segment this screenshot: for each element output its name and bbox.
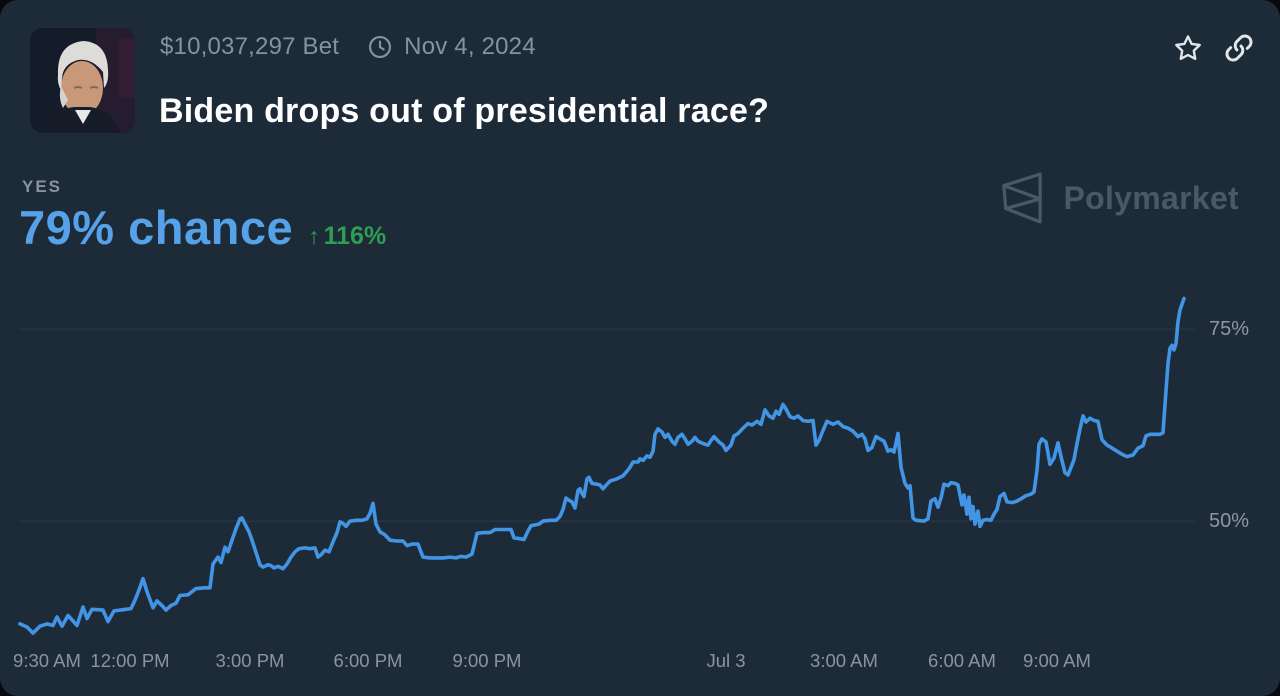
biden-portrait-image: [30, 28, 135, 133]
chart-gridlines: [20, 328, 1195, 522]
link-icon: [1225, 34, 1253, 62]
market-avatar: [30, 28, 135, 133]
x-tick-3-00-am: 3:00 AM: [810, 650, 878, 671]
up-arrow-icon: ↑: [308, 223, 320, 249]
x-tick-6-00-am: 6:00 AM: [928, 650, 996, 671]
x-tick-9-00-am: 9:00 AM: [1023, 650, 1091, 671]
header-actions: [1171, 31, 1256, 65]
probability-chart[interactable]: [18, 290, 1195, 660]
outcome-label: YES: [22, 177, 63, 196]
market-title: Biden drops out of presidential race?: [159, 92, 770, 130]
copy-link-button[interactable]: [1222, 31, 1256, 65]
chart-canvas[interactable]: [18, 290, 1195, 660]
polymarket-logo-text: Polymarket: [1063, 179, 1239, 216]
clock-icon: [367, 34, 393, 60]
x-tick-3-00-pm: 3:00 PM: [215, 650, 285, 671]
x-tick-12-00-pm: 12:00 PM: [90, 650, 170, 671]
x-tick-9-30-am: 9:30 AM: [13, 650, 81, 671]
chance-change: ↑ 116%: [308, 222, 386, 251]
market-meta-row: $10,037,297 Bet Nov 4, 2024: [160, 33, 536, 61]
favorite-button[interactable]: [1171, 31, 1205, 65]
chance-change-value: 116%: [323, 222, 387, 250]
polymarket-logo-icon: [1002, 172, 1043, 224]
x-tick-jul-3: Jul 3: [706, 650, 746, 671]
y-tick-75%: 75%: [1209, 318, 1250, 341]
chance-value: 79% chance: [19, 201, 294, 254]
x-axis-labels: 9:30 AM 12:00 PM 3:00 PM 6:00 PM 9:00 PM Jul …: [13, 650, 1195, 678]
x-tick-9-00-pm: 9:00 PM: [452, 650, 522, 671]
polymarket-watermark[interactable]: Polymarket: [1001, 171, 1239, 225]
bet-volume: $10,037,297 Bet: [160, 33, 340, 60]
yes-probability-line: [18, 296, 1186, 635]
chance-row: 79% chance ↑ 116%: [19, 200, 386, 255]
y-tick-50%: 50%: [1209, 510, 1250, 533]
market-end-date: Nov 4, 2024: [404, 33, 536, 60]
star-icon: [1175, 35, 1201, 60]
x-tick-6-00-pm: 6:00 PM: [333, 650, 403, 671]
